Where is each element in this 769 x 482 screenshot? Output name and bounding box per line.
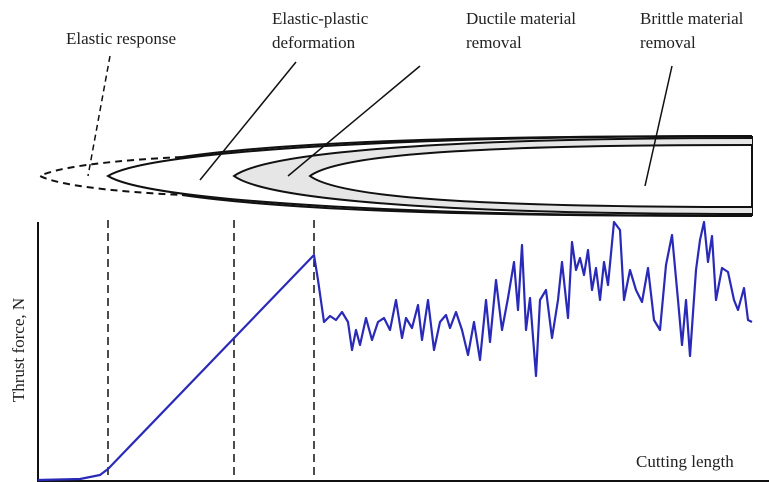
label: Elastic-plastic: [272, 9, 369, 28]
label: Elastic response: [66, 29, 176, 48]
label: removal: [640, 33, 696, 52]
y-axis-label: Thrust force, N: [9, 298, 28, 402]
label: Ductile material: [466, 9, 576, 28]
diagram: Elastic response Elastic-plastic deforma…: [0, 0, 769, 482]
leader-line: [645, 66, 672, 186]
label: removal: [466, 33, 522, 52]
label: Brittle material: [640, 9, 744, 28]
elastic-boundary: [40, 157, 182, 195]
leader-line: [88, 56, 110, 176]
x-axis-label: Cutting length: [636, 452, 734, 471]
label: deformation: [272, 33, 356, 52]
zones: [40, 136, 752, 216]
labels: Elastic response Elastic-plastic deforma…: [66, 9, 744, 52]
leaders: [88, 56, 672, 186]
thrust-force-curve: [38, 222, 752, 480]
axes: [37, 220, 769, 481]
